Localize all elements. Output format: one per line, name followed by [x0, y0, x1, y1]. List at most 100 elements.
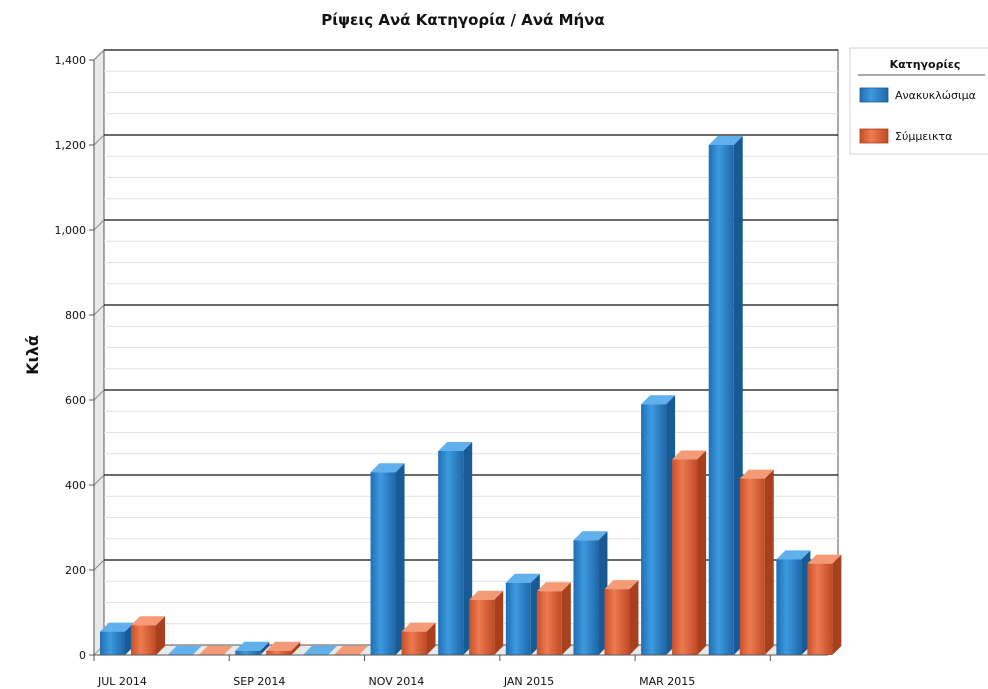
bar-front	[266, 650, 292, 655]
bar-recyclables	[100, 622, 134, 655]
bar-recyclables	[370, 463, 405, 655]
chart-title: Ρίψεις Ανά Κατηγορία / Ανά Μήνα	[321, 11, 604, 29]
bar-top	[469, 590, 504, 600]
bar-top	[131, 616, 165, 626]
bar-front	[401, 631, 427, 655]
bar-top	[604, 580, 639, 590]
gridline-bevel	[93, 134, 105, 146]
x-tick-label: JAN 2015	[503, 675, 554, 688]
bar-front	[776, 559, 802, 655]
bar-recyclables	[302, 646, 337, 655]
bar-side	[629, 580, 639, 655]
bar-front	[536, 591, 562, 655]
bar-front	[370, 472, 396, 655]
bar-front	[235, 650, 261, 655]
bar-mixed	[604, 580, 639, 655]
bar-mixed	[672, 450, 707, 655]
bar-top	[438, 442, 473, 451]
bar-side	[260, 641, 270, 655]
legend-title: Κατηγορίες	[890, 58, 961, 71]
bar-recyclables	[438, 442, 473, 655]
bar-side	[764, 469, 774, 655]
bar-mixed	[401, 622, 436, 655]
gridline-bevel	[93, 559, 105, 571]
bar-top	[198, 646, 233, 655]
bar-mixed	[198, 646, 233, 655]
bar-mixed	[807, 554, 842, 655]
y-tick-label: 400	[65, 479, 86, 492]
bar-side	[561, 582, 571, 655]
bar-front	[739, 478, 765, 655]
bar-front	[672, 459, 698, 655]
legend-swatch-recyclables	[859, 87, 889, 103]
bar-mixed	[536, 582, 571, 655]
bar-top	[266, 641, 301, 651]
legend-label-mixed: Σύμμεικτα	[895, 130, 952, 143]
bar-mixed	[739, 469, 774, 655]
bar-recyclables	[167, 646, 202, 655]
bar-top	[807, 554, 842, 564]
y-axis: 0 200 400 600 800 1,000 1,200 1,400	[55, 54, 95, 662]
bar-front	[131, 625, 156, 655]
bar-front	[505, 582, 531, 655]
y-tick-label: 200	[65, 564, 86, 577]
side-wall	[93, 48, 105, 657]
bar-front	[100, 631, 125, 655]
bar-top	[100, 622, 134, 632]
y-tick-label: 0	[79, 649, 86, 662]
gridline-bevel	[93, 389, 105, 401]
y-tick-label: 1,200	[55, 139, 87, 152]
x-tick-label: MAR 2015	[639, 675, 695, 688]
bar-top	[235, 641, 270, 651]
bar-top	[333, 646, 368, 655]
y-tick-label: 800	[65, 309, 86, 322]
bar-recyclables	[505, 573, 540, 655]
bar-front	[708, 145, 734, 655]
x-tick-label: SEP 2014	[233, 675, 285, 688]
bar-side	[832, 554, 842, 655]
y-axis-label: Κιλά	[23, 335, 42, 375]
bar-front	[573, 540, 599, 655]
bar-front	[807, 563, 833, 655]
bar-top	[776, 550, 811, 560]
bar-mixed	[469, 590, 504, 655]
bar-top	[573, 531, 608, 541]
bar-front	[641, 404, 667, 655]
gridline-bevel	[93, 219, 105, 231]
bar-side	[395, 463, 405, 655]
bar-top	[401, 622, 436, 632]
gridline-bevel	[93, 474, 105, 486]
bar-side	[426, 622, 436, 655]
bar-side	[494, 590, 504, 655]
bar-mixed	[333, 646, 368, 655]
bar-recyclables	[641, 395, 676, 655]
legend-label-recyclables: Ανακυκλώσιμα	[895, 89, 976, 102]
x-axis: JUL 2014 SEP 2014 NOV 2014 JAN 2015 MAR 2015	[93, 654, 828, 688]
bar-recyclables	[776, 550, 811, 655]
bar-top	[167, 646, 202, 655]
bar-top	[536, 582, 571, 592]
bar-front	[604, 589, 630, 655]
y-tick-label: 600	[65, 394, 86, 407]
bar-recyclables	[235, 641, 270, 655]
x-tick-label: NOV 2014	[369, 675, 425, 688]
bar-top	[708, 136, 743, 145]
bar-front	[469, 599, 495, 655]
x-tick-label: JUL 2014	[97, 675, 147, 688]
bar-recyclables	[708, 136, 743, 655]
bar-top	[672, 450, 707, 460]
y-tick-label: 1,400	[55, 54, 87, 67]
gridline-bevel	[93, 49, 105, 61]
bar-recyclables	[573, 531, 608, 655]
legend-swatch-mixed	[859, 128, 889, 144]
bar-top	[641, 395, 676, 405]
bars	[100, 136, 842, 655]
bar-mixed	[266, 641, 301, 655]
bar-front	[438, 451, 464, 655]
bar-top	[739, 469, 774, 479]
bar-side	[156, 616, 165, 655]
y-tick-label: 1,000	[55, 224, 87, 237]
gridline-bevel	[93, 304, 105, 316]
bar-mixed	[131, 616, 165, 655]
